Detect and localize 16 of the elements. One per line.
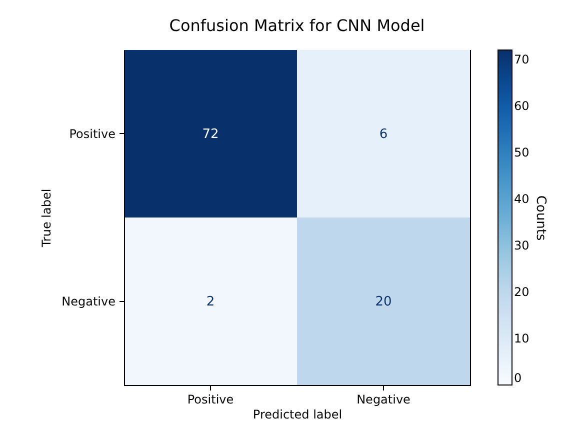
- color-bar-label: 30: [514, 238, 530, 252]
- color-bar-label: 50: [514, 145, 530, 160]
- data-label: 6: [379, 126, 388, 142]
- color-bar-label: 20: [514, 284, 530, 299]
- color-bar-label: 70: [514, 52, 530, 66]
- color-bar-label: 10: [514, 331, 530, 346]
- x-axis-title: Predicted label: [252, 408, 342, 422]
- y-axis-title: True label: [40, 188, 54, 248]
- color-bar-label: 40: [514, 192, 530, 206]
- color-bar-label: 60: [514, 98, 530, 113]
- color-bar-title: Counts: [533, 195, 548, 241]
- color-bar-label: 0: [514, 371, 522, 385]
- data-label: 20: [375, 294, 392, 310]
- data-label: 2: [206, 294, 215, 310]
- data-label: 72: [202, 126, 219, 142]
- chart-title: Confusion Matrix for CNN Model: [169, 16, 425, 35]
